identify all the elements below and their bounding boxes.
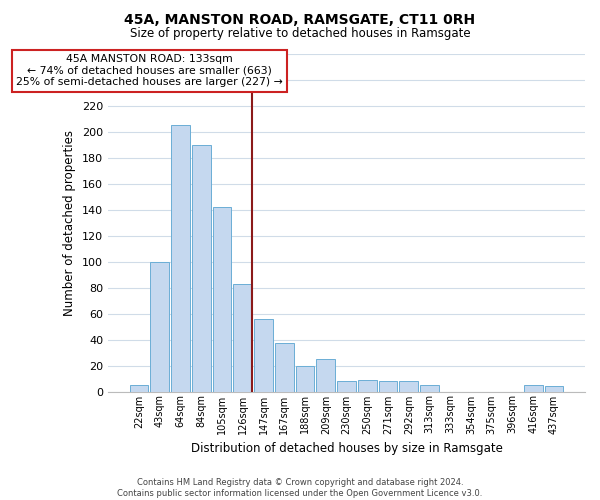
Bar: [420, 385, 439, 392]
Bar: [192, 145, 211, 392]
Bar: [337, 381, 356, 392]
Bar: [171, 126, 190, 392]
Bar: [358, 380, 377, 392]
Bar: [296, 366, 314, 392]
Bar: [316, 359, 335, 392]
Bar: [524, 385, 542, 392]
Bar: [212, 207, 232, 392]
Y-axis label: Number of detached properties: Number of detached properties: [64, 130, 76, 316]
Text: Size of property relative to detached houses in Ramsgate: Size of property relative to detached ho…: [130, 28, 470, 40]
Bar: [275, 344, 293, 392]
Text: 45A, MANSTON ROAD, RAMSGATE, CT11 0RH: 45A, MANSTON ROAD, RAMSGATE, CT11 0RH: [124, 12, 476, 26]
Bar: [254, 319, 273, 392]
Bar: [151, 262, 169, 392]
Bar: [379, 381, 397, 392]
Bar: [545, 386, 563, 392]
Text: Contains HM Land Registry data © Crown copyright and database right 2024.
Contai: Contains HM Land Registry data © Crown c…: [118, 478, 482, 498]
X-axis label: Distribution of detached houses by size in Ramsgate: Distribution of detached houses by size …: [191, 442, 502, 455]
Bar: [130, 385, 148, 392]
Bar: [233, 284, 252, 392]
Bar: [400, 381, 418, 392]
Text: 45A MANSTON ROAD: 133sqm
← 74% of detached houses are smaller (663)
25% of semi-: 45A MANSTON ROAD: 133sqm ← 74% of detach…: [16, 54, 283, 87]
